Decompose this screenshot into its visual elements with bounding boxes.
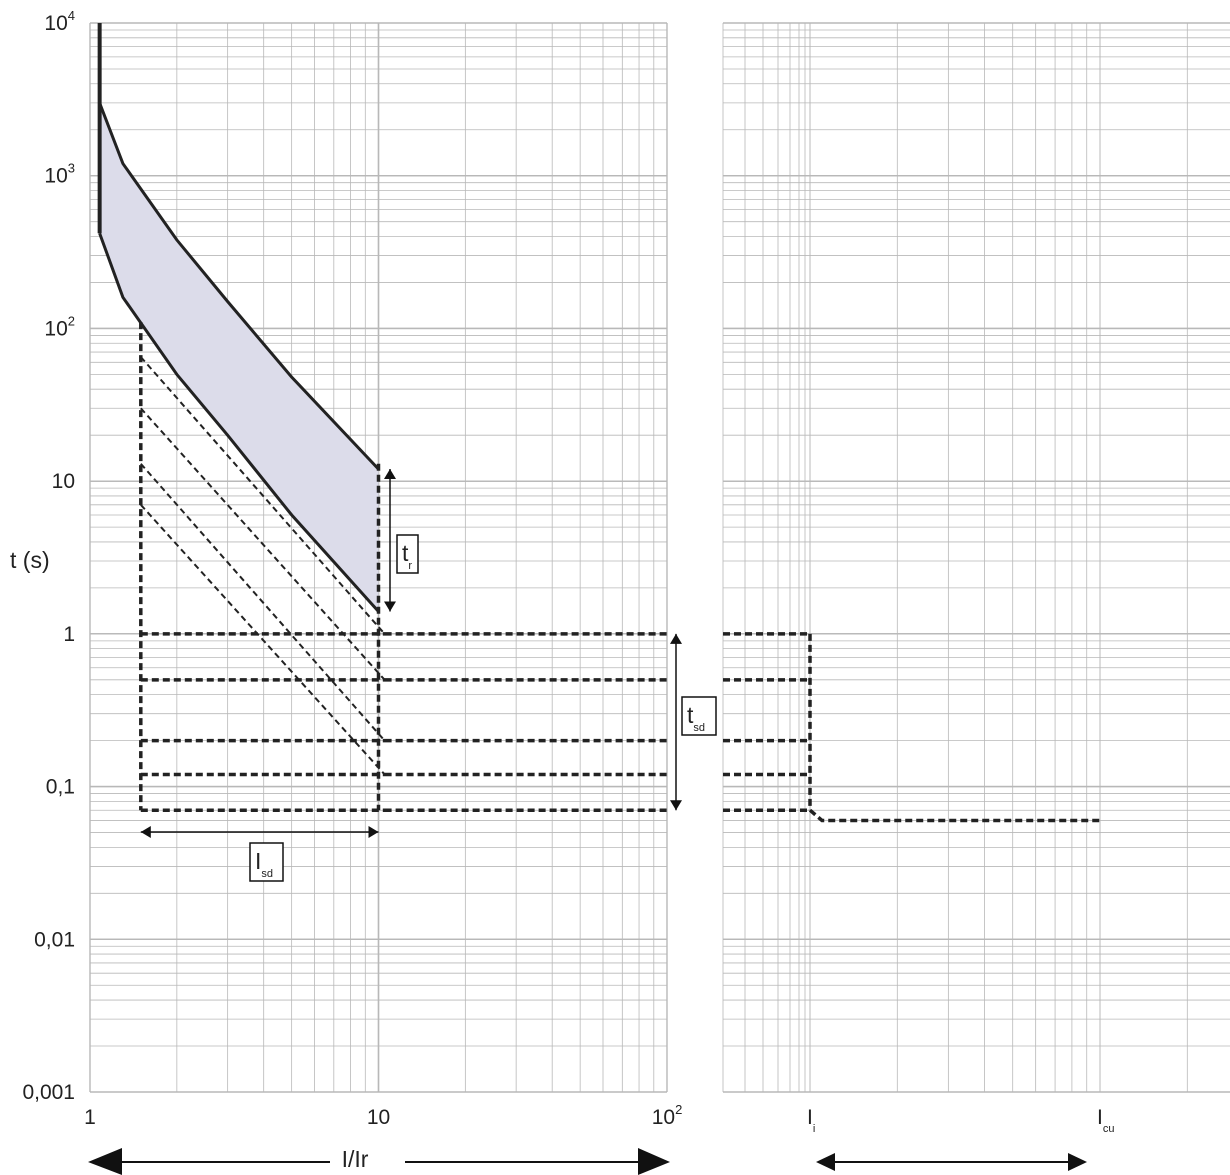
y-tick-label: 0,001 (22, 1081, 75, 1104)
y-tick-label: 10 (52, 470, 75, 493)
y-tick-label: 103 (44, 161, 75, 188)
tsd-label-box (681, 696, 717, 736)
y-tick-label: 104 (44, 8, 75, 35)
x-axis-arrow (88, 1148, 670, 1175)
tr-label-text: tr (402, 540, 412, 572)
y-tick-label: 0,01 (34, 928, 75, 951)
grid-right (722, 22, 1230, 1093)
arrowhead (670, 633, 682, 644)
short-time-lines (139, 322, 667, 812)
y-tick-label: 0,1 (46, 776, 75, 799)
y-tick-label: 1 (63, 623, 75, 646)
x-tick-label: 1 (84, 1106, 96, 1129)
arrowhead (670, 800, 682, 811)
arrowhead (384, 469, 396, 480)
isd-label: Isd (249, 842, 284, 882)
tr-label: tr (396, 534, 419, 574)
x-tick-label: 102 (652, 1102, 683, 1129)
inverse-time-line (140, 504, 386, 776)
arrowhead (368, 826, 379, 838)
final-time-line (808, 808, 1100, 823)
x-axis-title: I/Ir (342, 1146, 369, 1172)
x-tick-labels: 1 10 102 Ii Icu (84, 1102, 1114, 1135)
arrowhead (140, 826, 151, 838)
isd-label-box (249, 842, 284, 882)
y-axis-title: t (s) (10, 547, 50, 573)
x-tick-label-instantaneous: Icu (1097, 1106, 1114, 1135)
x-tick-label: 10 (367, 1106, 390, 1129)
annotations: tr tsd Isd (140, 469, 717, 882)
inverse-time-line (140, 356, 386, 635)
tr-label-box (396, 534, 419, 574)
lower-curve (98, 232, 380, 613)
x-tick-label-instantaneous: Ii (807, 1106, 815, 1135)
upper-curve (98, 102, 380, 471)
inverse-time-line (140, 463, 386, 742)
y-tick-label: 102 (44, 313, 75, 340)
grid-left (89, 22, 668, 1093)
instantaneous-range-arrow (816, 1153, 1087, 1171)
long-time-band (97, 23, 380, 613)
tsd-label: tsd (681, 696, 717, 736)
arrowhead (384, 601, 396, 612)
instantaneous-lines (723, 632, 1100, 823)
